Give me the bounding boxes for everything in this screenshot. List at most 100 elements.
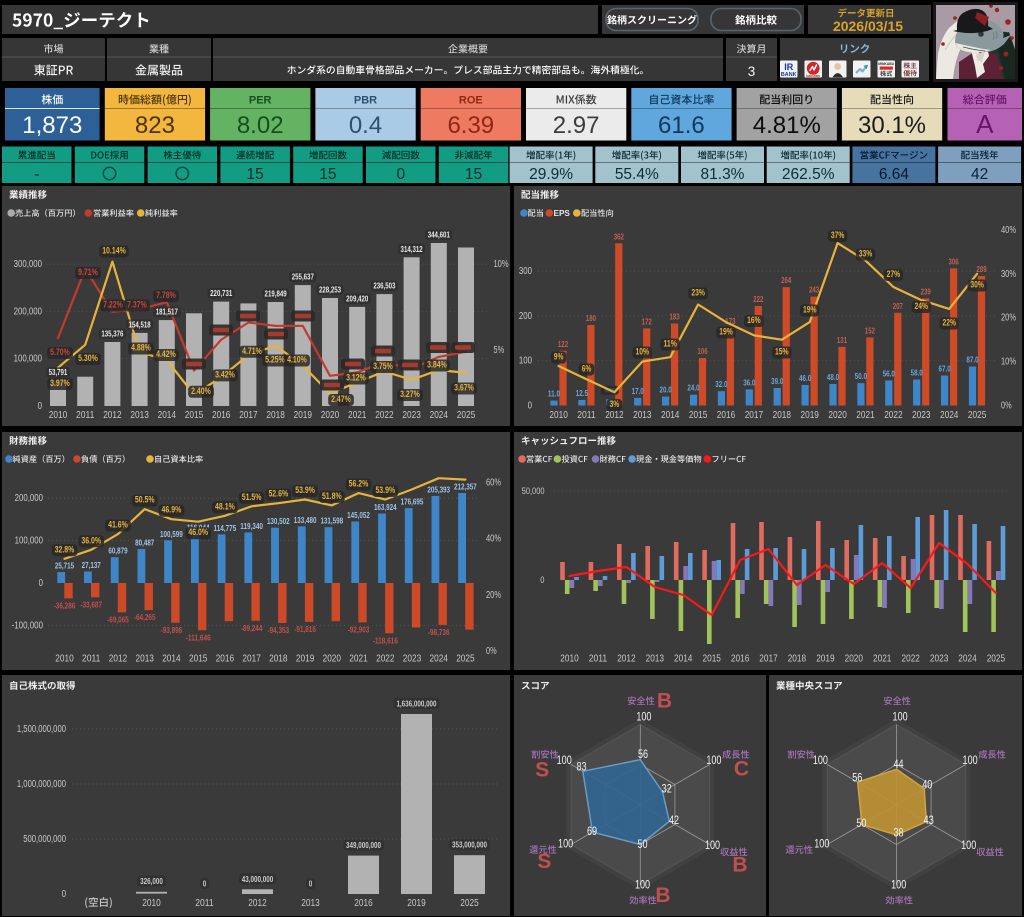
svg-text:2013: 2013 [136,653,155,665]
svg-text:S: S [537,850,551,873]
svg-text:B: B [732,854,747,877]
svg-text:32: 32 [662,784,672,796]
svg-text:10%: 10% [636,347,650,357]
svg-text:2025: 2025 [987,653,1006,665]
svg-text:2015: 2015 [703,653,722,665]
svg-text:0: 0 [203,880,207,889]
svg-text:87.0: 87.0 [966,356,979,365]
svg-text:2010: 2010 [142,897,161,909]
svg-text:2014: 2014 [661,409,680,421]
svg-text:-92,903: -92,903 [348,625,370,634]
svg-text:306: 306 [949,257,960,266]
svg-text:2014: 2014 [674,653,693,665]
svg-text:100: 100 [635,880,650,892]
svg-text:PBR: PBR [354,95,377,107]
svg-text:2013: 2013 [633,409,652,421]
svg-text:4.81%: 4.81% [753,112,821,139]
svg-text:207: 207 [893,302,903,311]
svg-text:50,000: 50,000 [522,486,545,497]
svg-text:200: 200 [519,311,532,322]
svg-text:32.0: 32.0 [715,380,728,389]
svg-text:289: 289 [976,265,987,274]
svg-text:2021: 2021 [873,653,892,665]
svg-text:2024: 2024 [940,409,959,421]
svg-text:300,000: 300,000 [14,259,43,270]
svg-text:2014: 2014 [162,653,181,665]
svg-text:100,000: 100,000 [15,536,44,547]
svg-text:0: 0 [540,575,544,586]
svg-text:114,775: 114,775 [214,524,237,533]
svg-text:100: 100 [961,840,976,852]
svg-text:6%: 6% [582,364,592,374]
svg-text:43,000,000: 43,000,000 [242,875,274,884]
svg-text:205,393: 205,393 [427,485,450,494]
svg-text:2.97: 2.97 [553,112,600,139]
svg-text:2020: 2020 [845,653,864,665]
svg-text:41.6%: 41.6% [108,520,128,530]
svg-text:69: 69 [587,826,597,838]
svg-text:51.8%: 51.8% [322,491,342,501]
svg-text:2022: 2022 [376,653,395,665]
svg-text:11%: 11% [663,339,677,349]
svg-text:3.42%: 3.42% [215,369,235,379]
svg-text:2011: 2011 [577,409,596,421]
svg-text:C: C [734,758,749,781]
svg-text:314,312: 314,312 [401,245,424,254]
svg-text:172: 172 [642,317,653,326]
svg-text:15%: 15% [775,347,789,357]
svg-text:2016: 2016 [354,897,373,909]
svg-text:1,500,000,000: 1,500,000,000 [17,724,67,735]
svg-text:176,695: 176,695 [401,498,424,507]
svg-text:2016: 2016 [717,409,736,421]
svg-text:2019: 2019 [816,653,835,665]
svg-text:349,000,000: 349,000,000 [346,841,381,850]
svg-text:100: 100 [891,880,906,892]
svg-text:2024: 2024 [430,409,449,421]
svg-text:100: 100 [557,755,572,767]
svg-text:2023: 2023 [930,653,949,665]
svg-text:2017: 2017 [239,409,258,421]
svg-text:2012: 2012 [248,897,267,909]
svg-text:0: 0 [396,166,405,183]
svg-text:27%: 27% [887,269,901,279]
svg-text:2018: 2018 [773,409,792,421]
svg-text:24%: 24% [915,301,929,311]
svg-text:130,502: 130,502 [267,517,290,526]
svg-text:2018: 2018 [788,653,807,665]
svg-text:58.0: 58.0 [911,369,924,378]
svg-text:100: 100 [636,712,651,724]
svg-text:-64,265: -64,265 [134,613,156,622]
svg-text:EPS: EPS [554,209,571,218]
svg-text:15: 15 [465,166,482,183]
svg-text:154,518: 154,518 [129,320,152,329]
svg-text:30%: 30% [970,280,984,290]
svg-text:2011: 2011 [195,897,214,909]
svg-text:10%: 10% [1001,357,1016,368]
svg-text:43: 43 [924,815,934,827]
svg-text:5.70%: 5.70% [50,347,70,357]
svg-text:7.37%: 7.37% [127,300,147,310]
svg-text:200,000: 200,000 [14,306,43,317]
svg-text:IR: IR [784,62,794,72]
svg-text:7.78%: 7.78% [156,290,176,300]
svg-text:10.14%: 10.14% [102,246,126,256]
svg-text:-100,000: -100,000 [12,620,44,631]
svg-text:-33,687: -33,687 [80,600,102,609]
svg-text:2019: 2019 [294,409,313,421]
svg-text:3.75%: 3.75% [373,361,393,371]
svg-text:39.0: 39.0 [771,377,784,386]
svg-text:500,000,000: 500,000,000 [23,834,66,845]
svg-text:53.9%: 53.9% [375,485,395,495]
svg-text:2026/03/15: 2026/03/15 [833,18,903,34]
svg-text:38: 38 [893,828,903,840]
svg-text:100: 100 [558,839,573,851]
svg-text:-94,353: -94,353 [268,626,290,635]
svg-text:3.27%: 3.27% [400,389,420,399]
svg-text:B: B [657,690,672,713]
svg-text:2013: 2013 [646,653,665,665]
svg-text:131,598: 131,598 [320,517,343,526]
svg-text:222: 222 [753,295,764,304]
svg-text:-36,286: -36,286 [54,601,76,610]
svg-text:48.0: 48.0 [827,373,840,382]
svg-text:0: 0 [39,578,44,589]
